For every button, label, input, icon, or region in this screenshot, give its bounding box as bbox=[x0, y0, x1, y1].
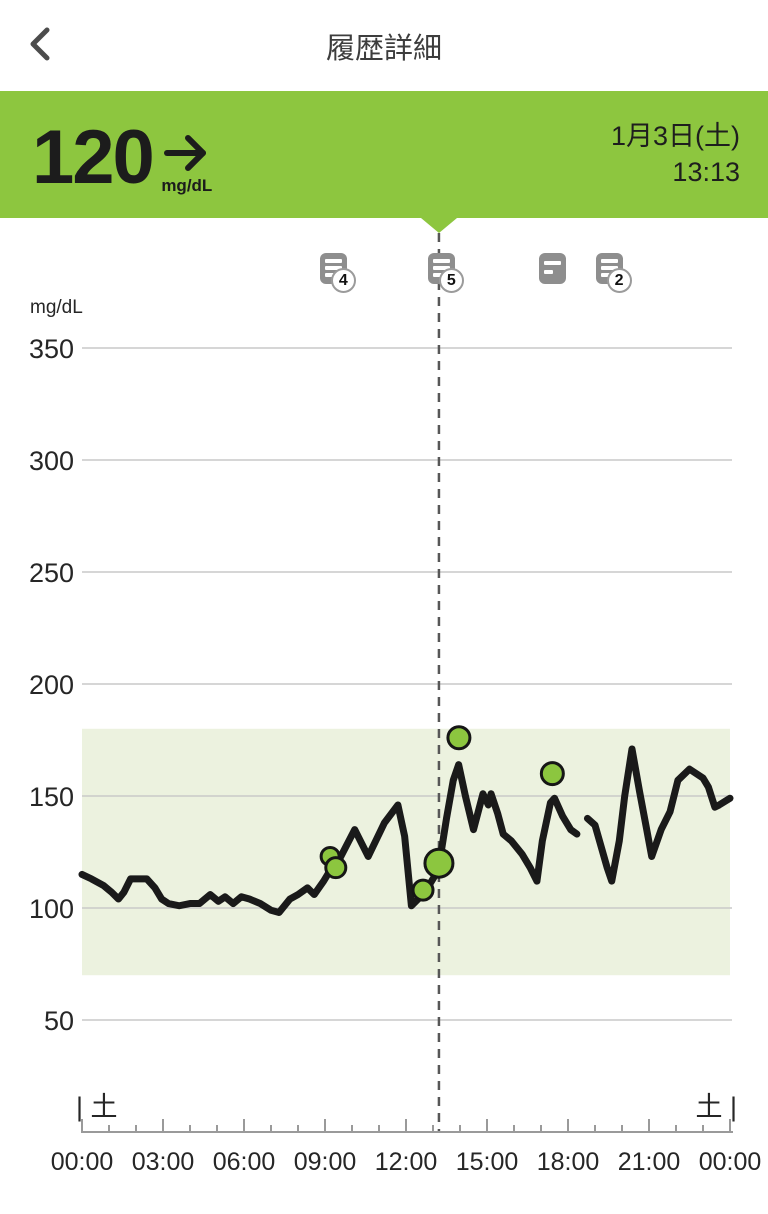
back-button[interactable] bbox=[16, 18, 64, 70]
note-icon-line bbox=[324, 273, 334, 277]
glucose-value: 120 bbox=[32, 114, 155, 200]
note-icon-line bbox=[432, 259, 450, 263]
y-tick-label: 300 bbox=[29, 446, 74, 476]
x-tick-label: 00:00 bbox=[699, 1148, 762, 1176]
glucose-trace[interactable] bbox=[583, 745, 734, 885]
y-tick-label: 200 bbox=[29, 670, 74, 700]
note-icon-line bbox=[432, 266, 450, 270]
day-label-left: | 土 bbox=[76, 1092, 118, 1122]
x-tick-label: 15:00 bbox=[456, 1148, 519, 1176]
trend-steady-arrow-icon bbox=[163, 134, 206, 171]
back-chevron-icon bbox=[30, 27, 50, 61]
note-icon-line bbox=[544, 261, 562, 265]
x-tick-label: 03:00 bbox=[132, 1148, 195, 1176]
y-tick-label: 350 bbox=[29, 334, 74, 364]
glucose-banner: 120 mg/dL 1月3日(土) 13:13 bbox=[0, 91, 768, 218]
x-tick-label: 06:00 bbox=[213, 1148, 276, 1176]
glucose-reading: 120 mg/dL bbox=[32, 114, 213, 196]
y-tick-label: 50 bbox=[44, 1006, 74, 1036]
scan-marker[interactable] bbox=[411, 878, 435, 902]
glucose-unit: mg/dL bbox=[161, 175, 213, 195]
note-icon-line bbox=[600, 266, 618, 270]
y-tick-label: 150 bbox=[29, 782, 74, 812]
note-icon-line bbox=[324, 266, 342, 270]
x-tick-label: 21:00 bbox=[618, 1148, 681, 1176]
note-icon-line bbox=[600, 273, 610, 277]
selected-scan-marker[interactable] bbox=[423, 847, 455, 879]
scan-marker[interactable] bbox=[539, 761, 565, 787]
banner-pointer bbox=[420, 218, 457, 233]
y-tick-label: 250 bbox=[29, 558, 74, 588]
note-icon-line bbox=[324, 259, 342, 263]
x-tick-label: 12:00 bbox=[375, 1148, 438, 1176]
x-tick-label: 09:00 bbox=[294, 1148, 357, 1176]
note-icon[interactable] bbox=[539, 253, 567, 284]
day-label-right: 土 | bbox=[695, 1092, 737, 1122]
banner-datetime: 1月3日(土) 13:13 bbox=[611, 119, 740, 189]
note-icon[interactable]: 2 bbox=[595, 253, 632, 293]
note-count-badge: 5 bbox=[438, 268, 464, 293]
scan-marker[interactable] bbox=[324, 856, 348, 880]
x-tick-label: 00:00 bbox=[51, 1148, 114, 1176]
note-icon-line bbox=[544, 270, 554, 274]
note-icon-line bbox=[600, 259, 618, 263]
banner-date: 1月3日(土) bbox=[610, 121, 740, 152]
page-title: 履歴詳細 bbox=[325, 32, 442, 65]
banner-time: 13:13 bbox=[672, 156, 740, 187]
note-count-badge: 2 bbox=[606, 268, 632, 293]
app-header: 履歴詳細 bbox=[0, 0, 768, 91]
glucose-trace[interactable] bbox=[78, 761, 581, 916]
scan-marker[interactable] bbox=[446, 725, 472, 751]
x-tick-label: 18:00 bbox=[537, 1148, 600, 1176]
note-count-badge: 4 bbox=[330, 268, 356, 293]
note-icon[interactable]: 5 bbox=[427, 253, 464, 293]
y-axis-unit-label: mg/dL bbox=[30, 297, 83, 318]
y-tick-label: 100 bbox=[29, 894, 74, 924]
note-icon[interactable]: 4 bbox=[319, 253, 356, 293]
note-icon-line bbox=[432, 273, 442, 277]
